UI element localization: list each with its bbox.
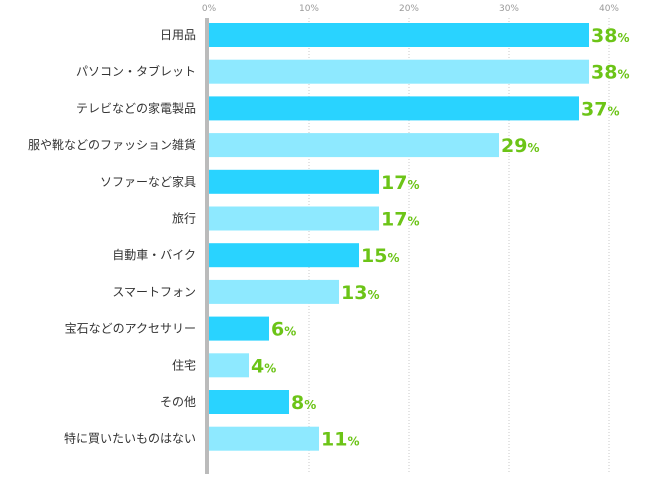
category-label: 自動車・バイク: [112, 248, 196, 262]
value-number: 37: [581, 98, 607, 120]
value-number: 11: [321, 429, 347, 451]
x-tick-label: 20%: [399, 4, 419, 14]
value-label: 15%: [361, 245, 399, 267]
category-label: 服や靴などのファッション雑貨: [28, 137, 196, 152]
value-percent-sign: %: [527, 141, 539, 155]
value-labels: 38%38%37%29%17%17%15%13%6%4%8%11%: [251, 25, 629, 451]
category-label: 宝石などのアクセサリー: [65, 322, 196, 336]
bar: [209, 206, 379, 231]
bar: [209, 133, 499, 158]
value-number: 13: [341, 282, 367, 304]
category-label: パソコン・タブレット: [76, 64, 196, 79]
bars: [209, 23, 589, 451]
value-number: 38: [591, 62, 617, 84]
bar: [209, 426, 319, 451]
value-label: 11%: [321, 429, 359, 451]
value-label: 17%: [381, 172, 419, 194]
value-label: 29%: [501, 135, 539, 157]
value-label: 17%: [381, 209, 419, 231]
value-percent-sign: %: [264, 361, 276, 375]
value-number: 6: [271, 319, 284, 341]
value-percent-sign: %: [617, 68, 629, 82]
value-label: 6%: [271, 319, 296, 341]
value-number: 17: [381, 172, 407, 194]
y-axis-line: [205, 18, 209, 474]
value-percent-sign: %: [407, 178, 419, 192]
value-number: 4: [251, 355, 264, 377]
category-label: スマートフォン: [112, 285, 196, 299]
value-label: 38%: [591, 25, 629, 47]
value-percent-sign: %: [407, 215, 419, 229]
value-percent-sign: %: [367, 288, 379, 302]
bar: [209, 169, 379, 194]
bar: [209, 353, 249, 378]
bar: [209, 23, 589, 47]
category-label: ソファーなど家具: [100, 174, 196, 189]
value-percent-sign: %: [617, 31, 629, 45]
value-percent-sign: %: [284, 325, 296, 339]
value-percent-sign: %: [347, 435, 359, 449]
value-number: 29: [501, 135, 527, 157]
value-label: 37%: [581, 98, 619, 120]
category-label: 特に買いたいものはない: [64, 431, 196, 446]
value-label: 4%: [251, 355, 276, 377]
value-number: 38: [591, 25, 617, 47]
bar: [209, 59, 589, 84]
bar: [209, 390, 289, 414]
value-number: 15: [361, 245, 387, 267]
x-tick-label: 30%: [499, 4, 519, 14]
bar: [209, 279, 339, 304]
bar: [209, 316, 269, 341]
category-label: その他: [160, 395, 196, 409]
value-percent-sign: %: [387, 251, 399, 265]
category-label: 住宅: [172, 357, 196, 372]
value-number: 8: [291, 392, 304, 414]
x-tick-label: 0%: [202, 4, 217, 14]
category-label: 日用品: [160, 28, 196, 42]
value-label: 13%: [341, 282, 379, 304]
value-number: 17: [381, 209, 407, 231]
bar: [209, 96, 579, 121]
value-percent-sign: %: [607, 104, 619, 118]
x-tick-label: 10%: [299, 4, 319, 14]
bar: [209, 243, 359, 268]
value-label: 8%: [291, 392, 316, 414]
category-label: 旅行: [172, 212, 196, 226]
category-labels: 日用品パソコン・タブレットテレビなどの家電製品服や靴などのファッション雑貨ソファ…: [28, 28, 196, 446]
value-label: 38%: [591, 62, 629, 84]
category-label: テレビなどの家電製品: [76, 100, 196, 115]
value-percent-sign: %: [304, 398, 316, 412]
x-tick-label: 40%: [599, 4, 619, 14]
x-axis-ticks: 0% 10% 20% 30% 40%: [202, 4, 620, 14]
